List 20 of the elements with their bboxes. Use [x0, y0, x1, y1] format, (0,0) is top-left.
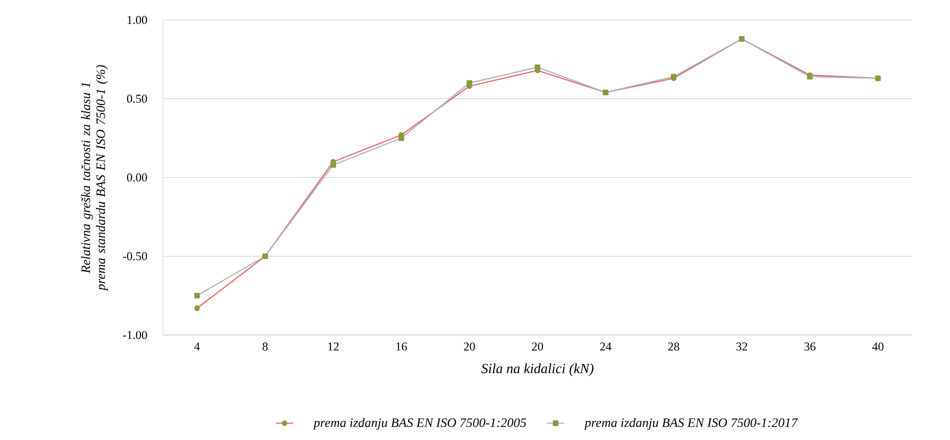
y-axis-title: Relativna greška tačnosti za klasu 1 prema standardu BAS EN ISO 7500-1 (%) — [81, 65, 108, 292]
x-tick-label: 12 — [328, 342, 339, 350]
x-tick-label: 40 — [872, 342, 884, 351]
x-tick-label: 20 — [464, 342, 475, 351]
legend-label: prema izdanju BAS EN ISO 7500-1:2017 — [584, 418, 798, 430]
legend-label: prema izdanju BAS EN ISO 7500-1:2005 — [312, 418, 526, 430]
y-tick-label: 0.50 — [127, 94, 148, 103]
x-tick-label: 36 — [804, 342, 816, 351]
x-tick-label: 24 — [600, 342, 612, 350]
x-tick-label: 20 — [532, 342, 544, 351]
y-tick-label: -1.00 — [123, 330, 148, 340]
y-tick-label: 1.00 — [128, 16, 148, 24]
y-tick-label: 0.00 — [127, 173, 148, 182]
y-tick-label: -0.50 — [123, 252, 148, 260]
x-tick-label: 8 — [262, 342, 268, 351]
x-tick-label: 4 — [194, 342, 200, 350]
x-tick-label: 32 — [736, 342, 748, 351]
x-tick-label: 28 — [668, 342, 680, 351]
x-axis-title: Sila na kidalici (kN) — [481, 363, 594, 376]
x-tick-label: 16 — [396, 342, 407, 351]
